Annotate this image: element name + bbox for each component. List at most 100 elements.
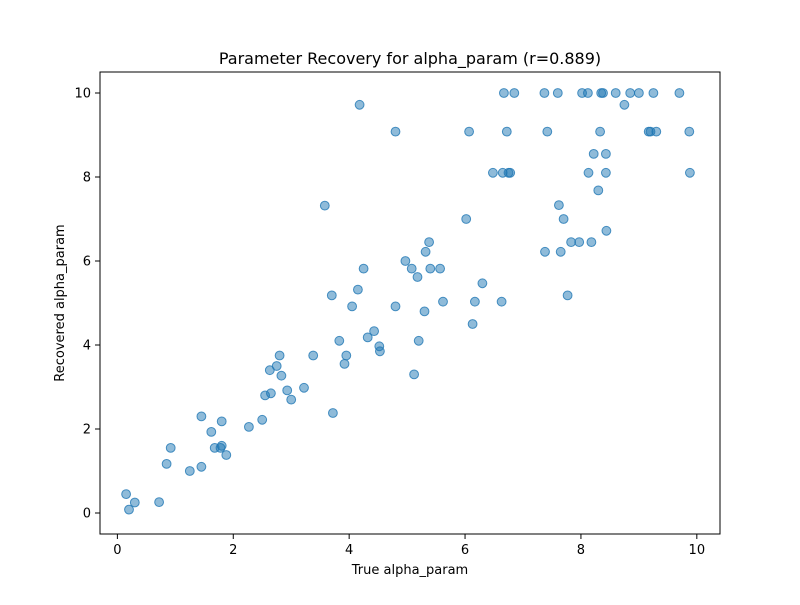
data-point <box>412 272 423 282</box>
data-point <box>684 126 695 137</box>
data-point <box>375 346 385 357</box>
data-point <box>129 497 140 508</box>
data-point <box>274 350 285 361</box>
data-point <box>598 88 608 98</box>
data-point <box>583 88 593 98</box>
data-point <box>196 461 207 472</box>
data-point <box>435 263 446 274</box>
data-point <box>196 411 207 422</box>
data-point <box>505 167 516 178</box>
data-point <box>419 306 430 317</box>
data-point <box>501 126 512 137</box>
data-point <box>574 237 585 248</box>
data-point <box>406 263 417 274</box>
chart-title: Parameter Recovery for alpha_param (r=0.… <box>219 49 601 69</box>
data-point <box>461 214 472 224</box>
data-point <box>286 394 297 405</box>
data-point <box>555 246 566 257</box>
data-point <box>552 88 563 98</box>
data-point <box>299 382 309 393</box>
data-point <box>558 214 569 224</box>
x-tick-label: 2 <box>229 543 237 558</box>
data-point <box>601 167 611 178</box>
data-point <box>625 88 636 98</box>
x-axis-label: True alpha_param <box>351 563 468 578</box>
data-point <box>588 149 599 159</box>
x-tick-label: 0 <box>113 543 121 558</box>
data-point <box>651 126 662 137</box>
data-point <box>221 450 232 460</box>
y-tick-label: 4 <box>83 339 91 354</box>
data-point <box>438 296 448 307</box>
data-point <box>341 350 352 361</box>
data-point <box>685 167 695 178</box>
data-point <box>554 200 564 211</box>
data-point <box>586 237 597 248</box>
data-point <box>496 296 507 307</box>
data-point <box>674 88 685 98</box>
data-point <box>470 296 480 307</box>
y-tick-label: 0 <box>83 507 91 522</box>
data-point <box>319 200 330 211</box>
data-point <box>358 263 369 274</box>
y-axis-label: Recovered alpha_param <box>53 224 68 381</box>
data-point <box>121 489 131 500</box>
data-point <box>216 416 227 427</box>
data-point <box>308 350 319 361</box>
data-point <box>216 440 227 451</box>
data-point <box>390 301 401 312</box>
data-point <box>334 335 345 346</box>
plot-area <box>99 71 721 535</box>
data-point <box>390 126 401 137</box>
data-point <box>276 370 287 381</box>
data-point <box>257 414 268 425</box>
data-point <box>353 284 363 295</box>
data-point <box>583 167 594 178</box>
data-point <box>610 88 621 98</box>
x-tick-label: 8 <box>577 543 585 558</box>
data-point <box>413 335 424 346</box>
data-point <box>425 263 436 274</box>
data-point <box>420 246 431 257</box>
y-tick-label: 2 <box>83 423 91 438</box>
data-point <box>184 466 195 476</box>
data-point <box>206 427 217 437</box>
data-point <box>362 332 373 343</box>
data-point <box>488 167 498 178</box>
data-point <box>540 246 550 257</box>
data-point <box>467 319 478 329</box>
y-tick-label: 10 <box>74 87 91 102</box>
x-tick-label: 10 <box>689 543 706 558</box>
data-point <box>244 422 254 432</box>
points-layer <box>121 88 695 515</box>
data-point <box>161 459 172 469</box>
data-point <box>542 126 553 137</box>
data-point <box>400 256 411 266</box>
data-point <box>619 99 630 110</box>
data-point <box>593 185 604 196</box>
data-point <box>266 388 276 399</box>
data-point <box>154 497 165 508</box>
x-axis-ticks: 0 2 4 6 8 10 <box>113 534 705 558</box>
data-point <box>464 126 475 137</box>
data-point <box>566 237 576 248</box>
data-point <box>369 326 380 337</box>
data-point <box>509 88 520 98</box>
x-tick-label: 4 <box>345 543 353 558</box>
data-point <box>499 88 509 98</box>
data-point <box>595 126 605 137</box>
data-point <box>539 88 550 98</box>
data-point <box>347 301 358 312</box>
data-point <box>282 385 293 396</box>
data-point <box>634 88 644 98</box>
x-tick-label: 6 <box>461 543 469 558</box>
data-point <box>124 504 134 515</box>
data-point <box>562 290 573 301</box>
data-point <box>601 149 611 159</box>
data-point <box>326 290 337 301</box>
data-point <box>648 88 659 98</box>
data-point <box>271 361 282 371</box>
y-tick-label: 8 <box>83 171 91 186</box>
